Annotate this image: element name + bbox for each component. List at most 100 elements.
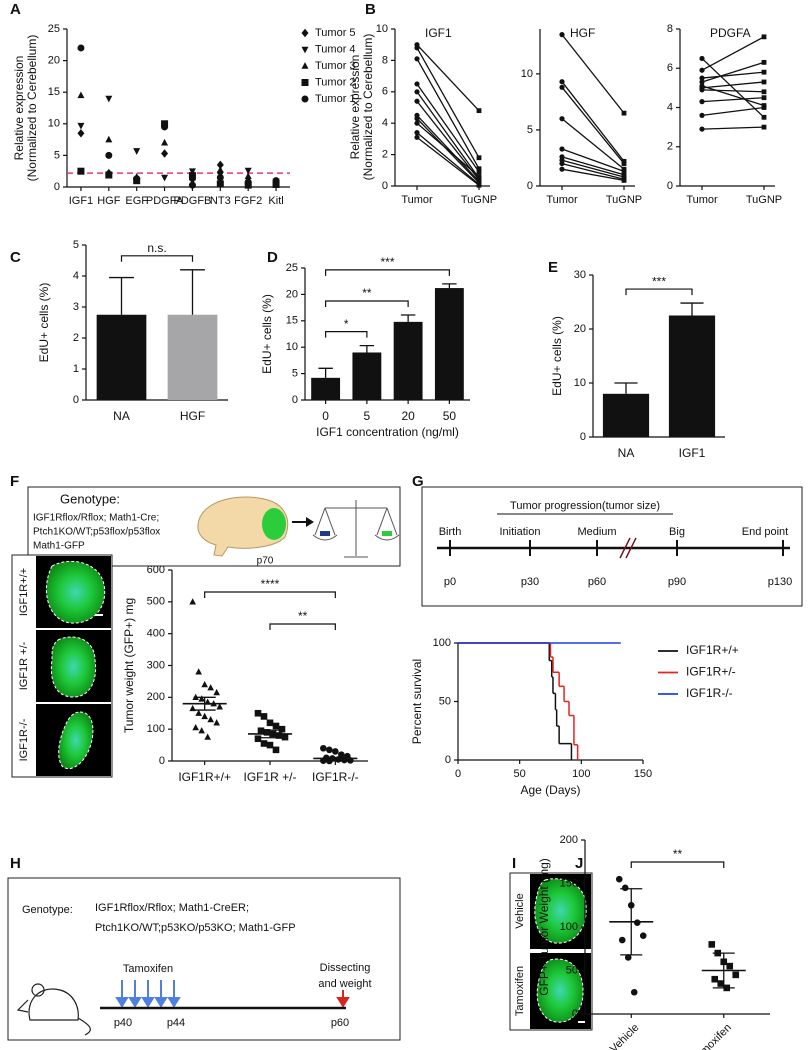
pair-line bbox=[416, 114, 480, 182]
y-axis-label: Relative expression bbox=[348, 55, 362, 160]
marker bbox=[761, 79, 767, 85]
genotype-line: IGF1Rflox/Rflox; Math1-Cre; bbox=[33, 513, 159, 524]
image-label: IGF1R+/+ bbox=[18, 568, 30, 616]
marker bbox=[559, 160, 565, 167]
pair-line bbox=[701, 61, 765, 83]
y-axis-label: (Normalized to Cerebellum) bbox=[25, 35, 39, 182]
marker bbox=[105, 135, 113, 143]
scale bbox=[312, 500, 400, 558]
significance-label: *** bbox=[652, 274, 666, 288]
marker bbox=[761, 34, 767, 40]
y-tick-label: 0 bbox=[580, 431, 586, 443]
y-tick-label: 5 bbox=[73, 239, 79, 251]
x-tick-label: HGF bbox=[97, 195, 121, 207]
y-tick-label: 10 bbox=[376, 23, 388, 35]
significance-bracket bbox=[120, 255, 194, 262]
y-tick-label: 400 bbox=[147, 628, 165, 640]
x-axis-label: IGF1 concentration (ng/ml) bbox=[316, 425, 459, 439]
panel-h-diagram: Genotype: IGF1Rflox/Rflox; Math1-CreER; … bbox=[7, 877, 401, 1041]
y-tick-label: 6 bbox=[382, 86, 388, 98]
y-tick-label: 150 bbox=[560, 877, 578, 889]
legend-label: IGF1R-/- bbox=[686, 686, 733, 700]
marker bbox=[201, 712, 208, 720]
stage: Initiation bbox=[500, 526, 541, 538]
break bbox=[619, 537, 637, 559]
marker bbox=[717, 980, 725, 987]
marker bbox=[338, 751, 345, 758]
y-axis-label: Tumor weight (GFP+) mg bbox=[122, 598, 136, 733]
day: p60 bbox=[331, 1017, 349, 1029]
error-bar bbox=[680, 302, 704, 316]
day: p90 bbox=[668, 576, 686, 588]
marker bbox=[77, 91, 85, 99]
y-tick-label: 20 bbox=[286, 288, 298, 300]
day: p30 bbox=[521, 576, 539, 588]
genotype-line: Math1-GFP bbox=[33, 541, 85, 552]
stage: Big bbox=[669, 526, 685, 538]
marker bbox=[272, 746, 280, 754]
bar bbox=[352, 352, 382, 400]
marker bbox=[414, 120, 420, 126]
significance-bracket bbox=[325, 300, 409, 307]
marker bbox=[213, 688, 220, 696]
y-tick-label: 5 bbox=[527, 124, 533, 136]
marker bbox=[254, 735, 262, 743]
panel-label: C bbox=[10, 249, 21, 266]
y-tick-label: 0 bbox=[292, 394, 298, 406]
marker bbox=[192, 723, 199, 731]
marker bbox=[278, 725, 286, 733]
significance-bracket bbox=[204, 591, 336, 598]
panel-label: I bbox=[512, 855, 516, 872]
y-tick-label: 1 bbox=[73, 363, 79, 375]
y-tick-label: 200 bbox=[147, 691, 165, 703]
y-tick-label: 20 bbox=[574, 323, 586, 335]
dose-arrows bbox=[115, 980, 181, 1008]
panel-i-images: Vehicle Tamoxifen bbox=[509, 872, 593, 1031]
marker bbox=[476, 169, 482, 175]
y-axis-label: EdU+ cells (%) bbox=[37, 283, 51, 363]
pair-line bbox=[701, 71, 765, 79]
x-tick-label: 0 bbox=[322, 409, 329, 423]
pair-line bbox=[416, 132, 480, 185]
error-bar bbox=[620, 888, 643, 956]
pair-line bbox=[701, 57, 765, 118]
marker bbox=[618, 936, 626, 944]
legend-label: Tumor 3 bbox=[315, 60, 356, 72]
marker bbox=[699, 55, 705, 62]
pair-line bbox=[701, 106, 765, 116]
marker bbox=[105, 171, 113, 179]
x-tick-label: Tamoxifen bbox=[690, 1022, 734, 1050]
marker bbox=[216, 166, 224, 173]
y-tick-label: 20 bbox=[48, 55, 60, 67]
marker bbox=[699, 87, 705, 93]
pair-line bbox=[561, 34, 625, 114]
x-tick-label: Tumor bbox=[546, 194, 578, 206]
y-tick-label: 25 bbox=[286, 262, 298, 274]
panel-f-images: IGF1R+/+ IGF1R +/- IGF1R-/- bbox=[11, 554, 113, 778]
y-tick-label: 4 bbox=[667, 101, 673, 113]
marker bbox=[708, 941, 716, 948]
x-tick-label: Tumor bbox=[401, 194, 433, 206]
error-bar bbox=[193, 696, 216, 711]
marker bbox=[639, 932, 647, 939]
x-tick-label: TuGNP bbox=[746, 194, 782, 206]
error-bar bbox=[712, 952, 735, 989]
bar bbox=[167, 314, 218, 400]
x-tick-label: 5 bbox=[364, 409, 371, 423]
marker bbox=[476, 166, 482, 172]
y-tick-label: 0 bbox=[572, 1008, 578, 1020]
day: p130 bbox=[768, 576, 792, 588]
box bbox=[7, 877, 401, 1041]
y-axis-label: (Normalized to Cerebellum) bbox=[361, 34, 375, 181]
marker bbox=[201, 680, 208, 688]
y-tick-label: 5 bbox=[292, 368, 298, 380]
chart-title: HGF bbox=[570, 26, 595, 40]
pair-line bbox=[416, 91, 480, 179]
x-tick-label: 0 bbox=[455, 768, 461, 780]
marker bbox=[414, 81, 420, 87]
x-tick-label: IGF1R+/+ bbox=[178, 770, 231, 784]
marker bbox=[281, 733, 289, 741]
y-tick-label: 15 bbox=[48, 86, 60, 98]
marker bbox=[272, 177, 280, 185]
marker bbox=[699, 75, 705, 81]
